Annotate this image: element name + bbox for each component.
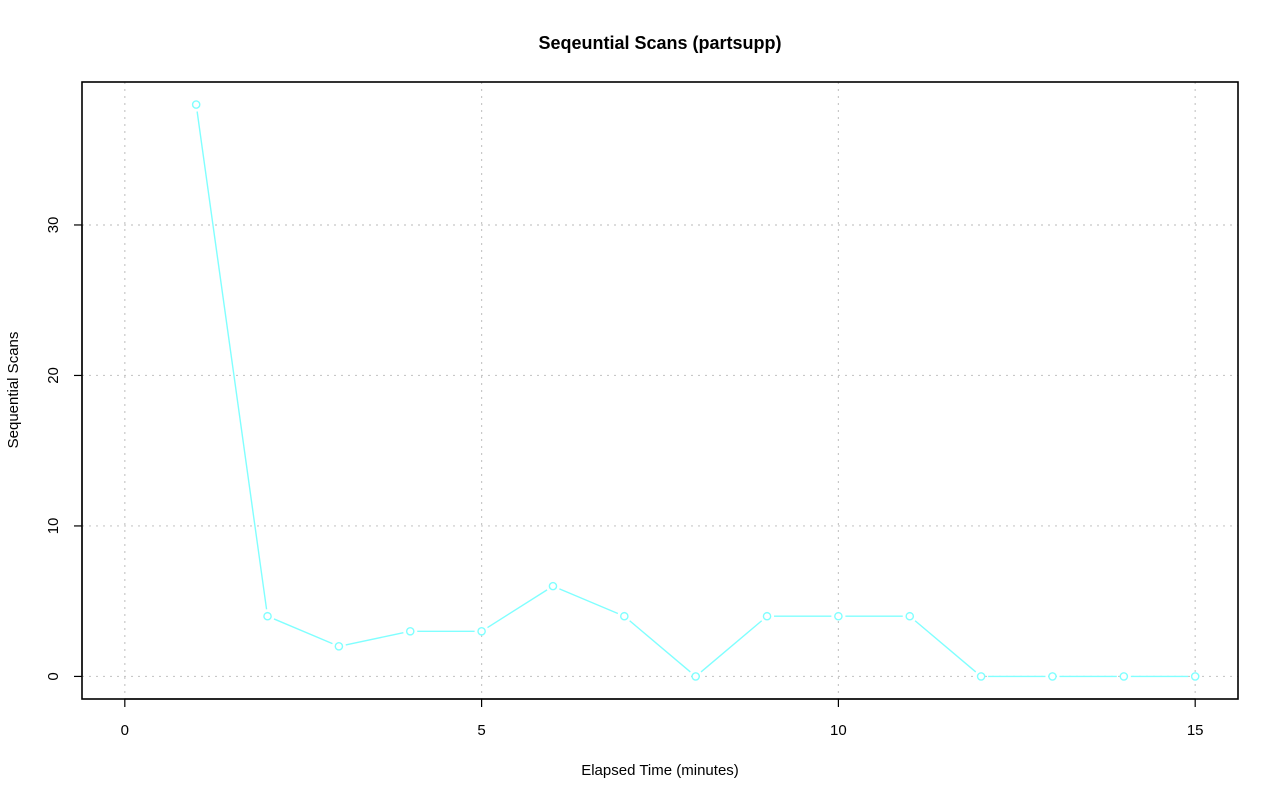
y-axis: 0 10 20 30 [45,217,83,681]
x-tick-label: 5 [477,722,485,739]
y-tick-label: 10 [45,518,62,535]
data-point [620,611,629,621]
y-tick-label: 30 [45,217,62,234]
x-axis-label: Elapsed Time (minutes) [581,762,739,779]
chart-title: Seqeuntial Scans (partsupp) [538,33,781,53]
data-point [548,581,558,591]
data-point [691,672,700,681]
data-point [263,611,272,621]
x-tick-label: 15 [1187,722,1204,739]
series-segment [914,620,977,673]
series-segment [273,618,333,645]
data-point [1048,672,1057,681]
data-point [1119,672,1129,681]
series-segment [487,589,548,629]
series-segment [629,620,691,673]
data-point [477,626,486,636]
data-point [905,611,915,621]
data-point [405,626,415,636]
data-point [762,611,772,621]
grid [82,82,1238,699]
series-segment [559,588,619,615]
plot-frame [81,81,1239,700]
data-point [976,672,986,681]
series-segment [700,620,763,673]
y-axis-label: Sequential Scans [5,332,22,449]
x-tick-label: 0 [121,722,129,739]
data-point [834,611,843,621]
series-layer [191,100,1200,681]
x-tick-label: 10 [830,722,847,739]
series-segment [196,111,268,610]
y-tick-label: 0 [45,672,62,680]
y-tick-label: 20 [45,367,62,384]
data-point [334,642,344,651]
series-segment [345,632,404,646]
data-point [191,100,201,109]
data-point [1190,672,1200,681]
x-axis: 0 5 10 15 [121,698,1204,739]
